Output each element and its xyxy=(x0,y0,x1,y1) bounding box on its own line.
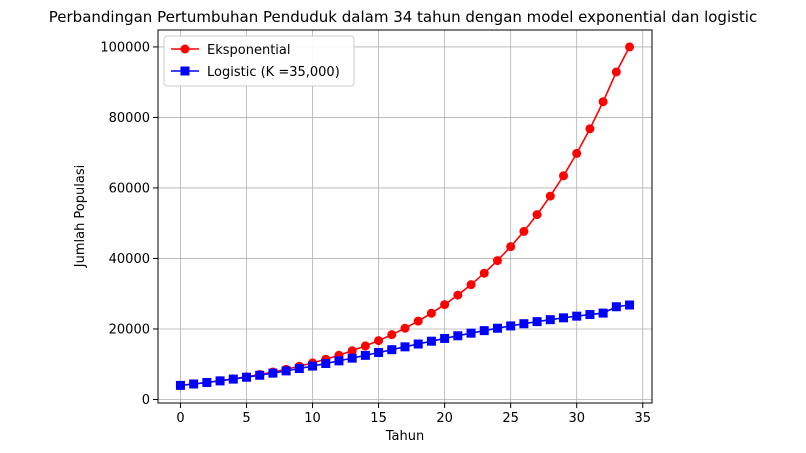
y-axis-title: Jumlah Populasi xyxy=(73,165,88,268)
data-point xyxy=(374,336,384,346)
data-point xyxy=(387,345,397,355)
x-tick-label: 15 xyxy=(370,411,387,426)
x-tick-label: 20 xyxy=(436,411,453,426)
y-tick-label: 60000 xyxy=(109,181,150,196)
data-point xyxy=(400,323,410,333)
y-tick-label: 0 xyxy=(142,393,150,408)
legend-label-logistic: Logistic (K =35,000) xyxy=(207,65,340,80)
data-point xyxy=(585,310,595,320)
data-point xyxy=(506,242,516,252)
data-point xyxy=(585,124,595,134)
x-tick-label: 10 xyxy=(304,411,321,426)
data-point xyxy=(440,300,450,310)
legend-box xyxy=(163,35,355,87)
data-point xyxy=(559,313,569,323)
data-point xyxy=(321,358,331,368)
data-point xyxy=(294,364,304,374)
data-point xyxy=(334,356,344,366)
data-point xyxy=(532,210,542,220)
data-point xyxy=(453,290,463,300)
data-point xyxy=(572,311,582,321)
x-axis-title: Tahun xyxy=(385,429,424,444)
data-point xyxy=(374,348,384,358)
data-point xyxy=(308,361,318,371)
data-point xyxy=(532,317,542,327)
data-point xyxy=(479,268,489,278)
data-point xyxy=(387,330,397,340)
legend-label-eksponential: Eksponential xyxy=(207,43,290,58)
x-tick-label: 30 xyxy=(568,411,585,426)
data-point xyxy=(360,350,370,360)
data-point xyxy=(598,308,608,318)
series-logistic xyxy=(175,300,635,390)
y-tick-label: 40000 xyxy=(109,252,150,267)
legend-marker-logistic xyxy=(180,66,190,76)
data-point xyxy=(175,380,185,390)
y-tick-label: 100000 xyxy=(100,40,150,55)
data-point xyxy=(281,366,291,376)
data-point xyxy=(625,300,635,310)
data-point xyxy=(426,308,436,318)
grid-lines xyxy=(158,30,652,403)
data-point xyxy=(413,339,423,349)
data-point xyxy=(189,379,199,389)
plot-series xyxy=(175,42,635,390)
legend-marker-eksponential xyxy=(180,44,190,54)
data-point xyxy=(241,372,251,382)
data-point xyxy=(611,67,621,77)
axis-ticks: 0 5 10 15 20 25 30 35 0 20000 40000 60000 80000 10000… xyxy=(100,40,651,426)
plot-frame xyxy=(157,29,653,404)
data-point xyxy=(466,280,476,290)
data-point xyxy=(506,321,516,331)
data-point xyxy=(466,328,476,338)
x-tick-label: 0 xyxy=(176,411,184,426)
data-point xyxy=(611,302,621,312)
data-point xyxy=(519,319,529,329)
data-point xyxy=(215,376,225,386)
data-point xyxy=(598,97,608,107)
data-point xyxy=(559,171,569,181)
y-tick-label: 80000 xyxy=(109,111,150,126)
data-point xyxy=(202,377,212,387)
x-tick-label: 25 xyxy=(502,411,519,426)
data-point xyxy=(440,333,450,343)
data-point xyxy=(426,336,436,346)
data-point xyxy=(492,323,502,333)
data-point xyxy=(572,148,582,158)
data-point xyxy=(492,256,502,266)
data-point xyxy=(625,42,635,52)
data-point xyxy=(545,315,555,325)
series-line xyxy=(180,46,631,387)
data-point xyxy=(347,346,357,356)
data-point xyxy=(479,326,489,336)
data-point xyxy=(228,374,238,384)
data-point xyxy=(453,331,463,341)
data-point xyxy=(347,353,357,363)
data-point xyxy=(360,341,370,351)
data-point xyxy=(400,342,410,352)
data-point xyxy=(519,226,529,236)
data-point xyxy=(255,370,265,380)
chart-title: Perbandingan Pertumbuhan Penduduk dalam … xyxy=(49,8,757,26)
data-point xyxy=(545,191,555,201)
y-tick-label: 20000 xyxy=(109,322,150,337)
x-tick-label: 35 xyxy=(634,411,651,426)
x-tick-label: 5 xyxy=(242,411,250,426)
legend: Eksponential Logistic (K =35,000) xyxy=(163,35,355,87)
data-point xyxy=(268,368,278,378)
data-point xyxy=(413,316,423,326)
series-eksponential xyxy=(175,42,635,390)
